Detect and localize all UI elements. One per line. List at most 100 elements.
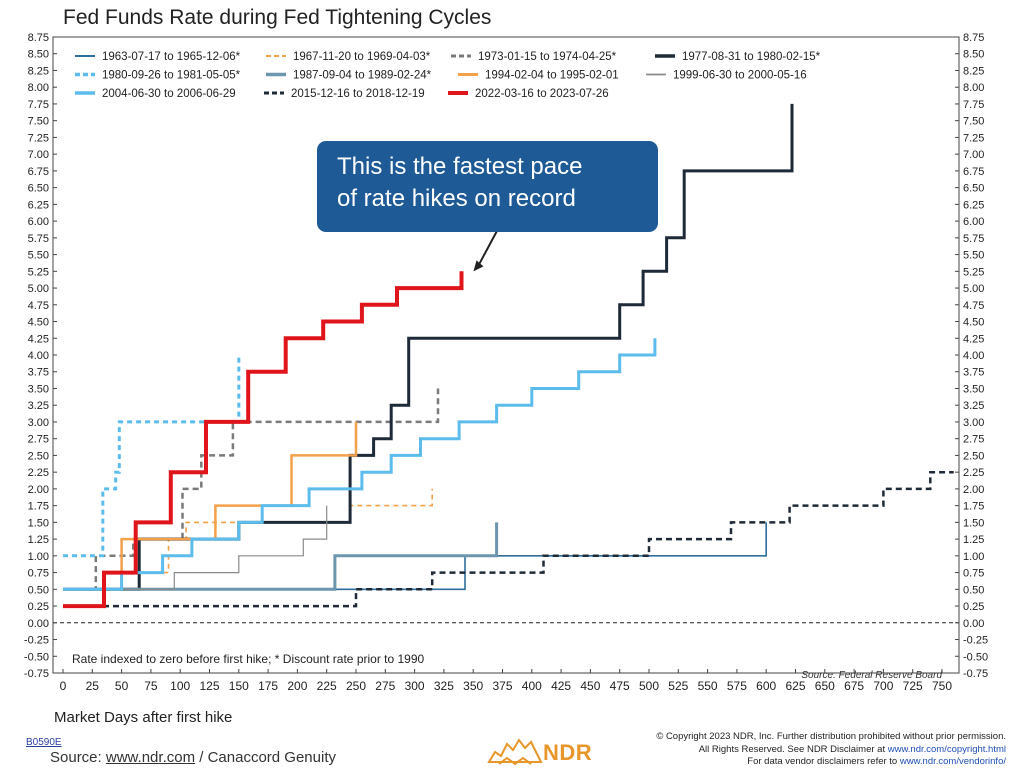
y-tick-label-right: -0.25	[963, 635, 988, 647]
x-tick-label: 100	[170, 679, 190, 693]
legend-label-3: 1973-01-15 to 1974-04-25*	[478, 51, 617, 63]
y-tick-label-left: 8.25	[28, 65, 49, 77]
y-tick-label-left: 8.50	[28, 49, 49, 61]
y-tick-label-left: 3.75	[28, 367, 49, 379]
y-tick-label-right: 5.25	[963, 266, 984, 278]
source-link[interactable]: www.ndr.com	[105, 749, 196, 766]
y-tick-label-right: 8.75	[963, 32, 984, 44]
y-tick-label-left: 1.25	[28, 534, 49, 546]
y-tick-label-left: 1.75	[28, 501, 49, 513]
y-tick-label-right: 8.25	[963, 65, 984, 77]
y-tick-label-right: 8.00	[963, 82, 984, 94]
legend-label-10: 2015-12-16 to 2018-12-19	[291, 88, 425, 100]
ndr-bull-bear-logo-icon	[487, 738, 543, 766]
y-tick-label-right: 5.75	[963, 233, 984, 245]
y-tick-label-right: 5.50	[963, 250, 984, 262]
y-tick-label-right: 2.50	[963, 450, 984, 462]
y-tick-label-right: 4.00	[963, 350, 984, 362]
plot-frame	[52, 36, 960, 674]
series-line-10	[63, 470, 954, 608]
series-line-9	[63, 338, 657, 591]
legend-label-7: 1994-02-04 to 1995-02-01	[485, 70, 619, 82]
source-line: Source: www.ndr.com / Canaccord Genuity	[50, 749, 336, 766]
y-tick-label-right: 7.50	[963, 116, 984, 128]
y-tick-label-right: -0.75	[963, 668, 988, 680]
x-tick-label: 450	[580, 679, 600, 693]
y-tick-label-left: 5.50	[28, 250, 49, 262]
y-tick-label-right: 3.50	[963, 383, 984, 395]
y-tick-label-left: 7.00	[28, 149, 49, 161]
source-prefix: Source:	[50, 749, 106, 766]
y-tick-label-right: 4.75	[963, 300, 984, 312]
y-tick-label-right: 4.50	[963, 317, 984, 329]
y-tick-label-left: 7.25	[28, 132, 49, 144]
y-tick-label-right: 0.25	[963, 601, 984, 613]
x-tick-label: 425	[551, 679, 571, 693]
y-tick-label-left: 4.75	[28, 300, 49, 312]
x-tick-label: 650	[815, 679, 835, 693]
y-tick-label-left: 3.50	[28, 383, 49, 395]
y-tick-label-right: 5.00	[963, 283, 984, 295]
chart-code-link[interactable]: B0590E	[26, 737, 62, 748]
legend-label-11: 2022-03-16 to 2023-07-26	[475, 88, 609, 100]
y-tick-label-left: 0.25	[28, 601, 49, 613]
x-tick-label: 300	[405, 679, 425, 693]
vendor-info-link[interactable]: www.ndr.com/vendorinfo/	[899, 756, 1006, 767]
x-tick-label: 750	[932, 679, 952, 693]
chart-title: Fed Funds Rate during Fed Tightening Cyc…	[63, 6, 492, 29]
y-tick-label-left: 5.00	[28, 283, 49, 295]
y-tick-label-left: 6.25	[28, 199, 49, 211]
legend-label-6: 1987-09-04 to 1989-02-24*	[293, 70, 432, 82]
legend-label-4: 1977-08-31 to 1980-02-15*	[682, 51, 821, 63]
y-tick-label-left: -0.75	[24, 668, 49, 680]
x-tick-label: 225	[317, 679, 337, 693]
y-tick-label-right: 0.00	[963, 618, 984, 630]
y-tick-label-right: 1.25	[963, 534, 984, 546]
copyright-line-1: © Copyright 2023 NDR, Inc. Further distr…	[656, 731, 1006, 742]
y-tick-label-right: 4.25	[963, 333, 984, 345]
y-tick-label-left: 2.25	[28, 467, 49, 479]
x-tick-label: 675	[844, 679, 864, 693]
y-tick-label-left: 5.25	[28, 266, 49, 278]
y-tick-label-right: 7.25	[963, 132, 984, 144]
x-tick-label: 625	[785, 679, 805, 693]
y-tick-label-left: 4.25	[28, 333, 49, 345]
y-tick-label-left: 8.00	[28, 82, 49, 94]
source-suffix: / Canaccord Genuity	[195, 749, 336, 766]
x-tick-label: 550	[698, 679, 718, 693]
x-tick-label: 75	[144, 679, 158, 693]
x-tick-label: 475	[610, 679, 630, 693]
callout-box: This is the fastest pace of rate hikes o…	[317, 141, 658, 232]
y-tick-label-left: 2.75	[28, 434, 49, 446]
legend-label-1: 1963-07-17 to 1965-12-06*	[102, 51, 241, 63]
y-tick-label-right: 2.25	[963, 467, 984, 479]
y-tick-label-right: 1.50	[963, 517, 984, 529]
x-tick-label: 175	[258, 679, 278, 693]
legend-label-8: 1999-06-30 to 2000-05-16	[673, 70, 807, 82]
copyright-link[interactable]: www.ndr.com/copyright.html	[887, 743, 1006, 755]
legend-label-9: 2004-06-30 to 2006-06-29	[102, 88, 236, 100]
x-tick-label: 400	[522, 679, 542, 693]
copyright-line-2: All Rights Reserved. See NDR Disclaimer …	[656, 744, 1006, 757]
x-tick-label: 50	[115, 679, 129, 693]
y-tick-label-right: 6.00	[963, 216, 984, 228]
y-tick-label-right: 2.75	[963, 434, 984, 446]
y-tick-label-left: 1.50	[28, 517, 49, 529]
y-tick-label-left: 1.00	[28, 551, 49, 563]
x-tick-label: 725	[903, 679, 923, 693]
chart-source: Source: Federal Reserve Board	[801, 670, 942, 681]
x-tick-label: 325	[434, 679, 454, 693]
y-tick-label-left: 0.75	[28, 568, 49, 580]
y-tick-label-right: 3.75	[963, 367, 984, 379]
y-tick-label-left: -0.25	[24, 635, 49, 647]
y-tick-label-left: 7.75	[28, 99, 49, 111]
legend-label-2: 1967-11-20 to 1969-04-03*	[293, 51, 431, 63]
series-line-11	[63, 271, 464, 609]
x-tick-label: 0	[60, 679, 67, 693]
y-tick-label-right: 6.75	[963, 166, 984, 178]
copyright-line-3: For data vendor disclaimers refer to www…	[656, 756, 1006, 769]
x-tick-label: 250	[346, 679, 366, 693]
y-tick-label-left: 2.00	[28, 484, 49, 496]
y-tick-label-left: -0.50	[24, 651, 49, 663]
